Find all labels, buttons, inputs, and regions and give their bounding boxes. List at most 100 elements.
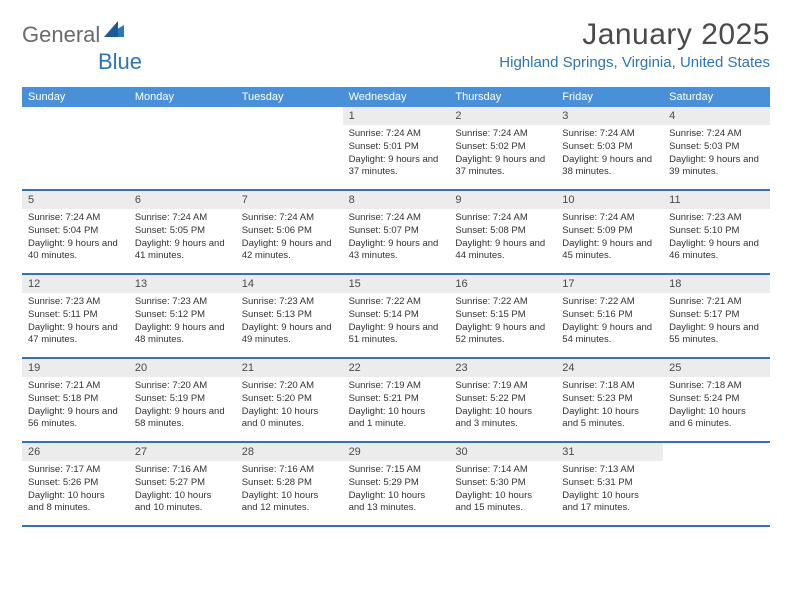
sunrise-text: Sunrise: 7:20 AM [242, 380, 337, 393]
sunrise-text: Sunrise: 7:24 AM [349, 212, 444, 225]
daylight-text: Daylight: 9 hours and 45 minutes. [562, 238, 657, 264]
sunset-text: Sunset: 5:05 PM [135, 225, 230, 238]
sunset-text: Sunset: 5:03 PM [562, 141, 657, 154]
daylight-text: Daylight: 9 hours and 52 minutes. [455, 322, 550, 348]
day-cell: 21Sunrise: 7:20 AMSunset: 5:20 PMDayligh… [236, 359, 343, 441]
week-row: 26Sunrise: 7:17 AMSunset: 5:26 PMDayligh… [22, 443, 770, 527]
sunrise-text: Sunrise: 7:24 AM [669, 128, 764, 141]
daylight-text: Daylight: 9 hours and 42 minutes. [242, 238, 337, 264]
sunrise-text: Sunrise: 7:20 AM [135, 380, 230, 393]
daylight-text: Daylight: 10 hours and 15 minutes. [455, 490, 550, 516]
location-subtitle: Highland Springs, Virginia, United State… [499, 54, 770, 71]
daylight-text: Daylight: 9 hours and 41 minutes. [135, 238, 230, 264]
sunset-text: Sunset: 5:28 PM [242, 477, 337, 490]
sunset-text: Sunset: 5:17 PM [669, 309, 764, 322]
day-details: Sunrise: 7:19 AMSunset: 5:21 PMDaylight:… [343, 377, 450, 437]
day-details: Sunrise: 7:22 AMSunset: 5:15 PMDaylight:… [449, 293, 556, 353]
daylight-text: Daylight: 10 hours and 0 minutes. [242, 406, 337, 432]
day-number: 23 [449, 359, 556, 377]
sunset-text: Sunset: 5:24 PM [669, 393, 764, 406]
day-number: 22 [343, 359, 450, 377]
sunset-text: Sunset: 5:31 PM [562, 477, 657, 490]
day-details: Sunrise: 7:21 AMSunset: 5:18 PMDaylight:… [22, 377, 129, 437]
weekday-header: Friday [556, 87, 663, 107]
week-row: 19Sunrise: 7:21 AMSunset: 5:18 PMDayligh… [22, 359, 770, 443]
day-number: 5 [22, 191, 129, 209]
day-number: 31 [556, 443, 663, 461]
day-cell: 1Sunrise: 7:24 AMSunset: 5:01 PMDaylight… [343, 107, 450, 189]
day-number: 2 [449, 107, 556, 125]
sunset-text: Sunset: 5:20 PM [242, 393, 337, 406]
weeks-container: 1Sunrise: 7:24 AMSunset: 5:01 PMDaylight… [22, 107, 770, 527]
weekday-header: Saturday [663, 87, 770, 107]
sunrise-text: Sunrise: 7:19 AM [349, 380, 444, 393]
daylight-text: Daylight: 9 hours and 40 minutes. [28, 238, 123, 264]
day-cell: 29Sunrise: 7:15 AMSunset: 5:29 PMDayligh… [343, 443, 450, 525]
sunset-text: Sunset: 5:09 PM [562, 225, 657, 238]
day-cell: 7Sunrise: 7:24 AMSunset: 5:06 PMDaylight… [236, 191, 343, 273]
sunrise-text: Sunrise: 7:24 AM [242, 212, 337, 225]
week-row: 5Sunrise: 7:24 AMSunset: 5:04 PMDaylight… [22, 191, 770, 275]
day-cell: 14Sunrise: 7:23 AMSunset: 5:13 PMDayligh… [236, 275, 343, 357]
daylight-text: Daylight: 9 hours and 43 minutes. [349, 238, 444, 264]
day-cell: 27Sunrise: 7:16 AMSunset: 5:27 PMDayligh… [129, 443, 236, 525]
sunrise-text: Sunrise: 7:13 AM [562, 464, 657, 477]
sunrise-text: Sunrise: 7:21 AM [28, 380, 123, 393]
day-cell: 15Sunrise: 7:22 AMSunset: 5:14 PMDayligh… [343, 275, 450, 357]
sunrise-text: Sunrise: 7:24 AM [349, 128, 444, 141]
week-row: 1Sunrise: 7:24 AMSunset: 5:01 PMDaylight… [22, 107, 770, 191]
sunset-text: Sunset: 5:01 PM [349, 141, 444, 154]
sunset-text: Sunset: 5:18 PM [28, 393, 123, 406]
daylight-text: Daylight: 10 hours and 1 minute. [349, 406, 444, 432]
day-details: Sunrise: 7:24 AMSunset: 5:01 PMDaylight:… [343, 125, 450, 185]
day-number: 18 [663, 275, 770, 293]
sunset-text: Sunset: 5:02 PM [455, 141, 550, 154]
brand-mark-icon [104, 21, 126, 44]
sunset-text: Sunset: 5:12 PM [135, 309, 230, 322]
sunset-text: Sunset: 5:16 PM [562, 309, 657, 322]
day-number: 8 [343, 191, 450, 209]
day-number: 27 [129, 443, 236, 461]
sunrise-text: Sunrise: 7:19 AM [455, 380, 550, 393]
day-number: 17 [556, 275, 663, 293]
weekday-header: Thursday [449, 87, 556, 107]
weekday-header: Sunday [22, 87, 129, 107]
day-cell: 3Sunrise: 7:24 AMSunset: 5:03 PMDaylight… [556, 107, 663, 189]
day-cell: 25Sunrise: 7:18 AMSunset: 5:24 PMDayligh… [663, 359, 770, 441]
sunrise-text: Sunrise: 7:17 AM [28, 464, 123, 477]
day-cell: 31Sunrise: 7:13 AMSunset: 5:31 PMDayligh… [556, 443, 663, 525]
sunset-text: Sunset: 5:10 PM [669, 225, 764, 238]
day-number: 29 [343, 443, 450, 461]
day-number: 13 [129, 275, 236, 293]
weekday-header: Wednesday [343, 87, 450, 107]
day-number: 3 [556, 107, 663, 125]
daylight-text: Daylight: 10 hours and 3 minutes. [455, 406, 550, 432]
sunset-text: Sunset: 5:27 PM [135, 477, 230, 490]
daylight-text: Daylight: 9 hours and 44 minutes. [455, 238, 550, 264]
daylight-text: Daylight: 9 hours and 47 minutes. [28, 322, 123, 348]
day-cell: 19Sunrise: 7:21 AMSunset: 5:18 PMDayligh… [22, 359, 129, 441]
day-details: Sunrise: 7:23 AMSunset: 5:13 PMDaylight:… [236, 293, 343, 353]
day-cell: 4Sunrise: 7:24 AMSunset: 5:03 PMDaylight… [663, 107, 770, 189]
day-cell: 26Sunrise: 7:17 AMSunset: 5:26 PMDayligh… [22, 443, 129, 525]
day-number: 14 [236, 275, 343, 293]
sunrise-text: Sunrise: 7:22 AM [349, 296, 444, 309]
day-details: Sunrise: 7:24 AMSunset: 5:08 PMDaylight:… [449, 209, 556, 269]
day-number: 1 [343, 107, 450, 125]
day-number: 19 [22, 359, 129, 377]
sunrise-text: Sunrise: 7:24 AM [135, 212, 230, 225]
day-number: 24 [556, 359, 663, 377]
day-number: 30 [449, 443, 556, 461]
sunset-text: Sunset: 5:07 PM [349, 225, 444, 238]
day-details: Sunrise: 7:24 AMSunset: 5:04 PMDaylight:… [22, 209, 129, 269]
day-cell: 5Sunrise: 7:24 AMSunset: 5:04 PMDaylight… [22, 191, 129, 273]
day-details: Sunrise: 7:15 AMSunset: 5:29 PMDaylight:… [343, 461, 450, 521]
day-cell: 17Sunrise: 7:22 AMSunset: 5:16 PMDayligh… [556, 275, 663, 357]
day-details: Sunrise: 7:21 AMSunset: 5:17 PMDaylight:… [663, 293, 770, 353]
sunrise-text: Sunrise: 7:14 AM [455, 464, 550, 477]
day-number: 4 [663, 107, 770, 125]
day-number: 7 [236, 191, 343, 209]
sunrise-text: Sunrise: 7:23 AM [669, 212, 764, 225]
daylight-text: Daylight: 10 hours and 13 minutes. [349, 490, 444, 516]
sunrise-text: Sunrise: 7:16 AM [242, 464, 337, 477]
